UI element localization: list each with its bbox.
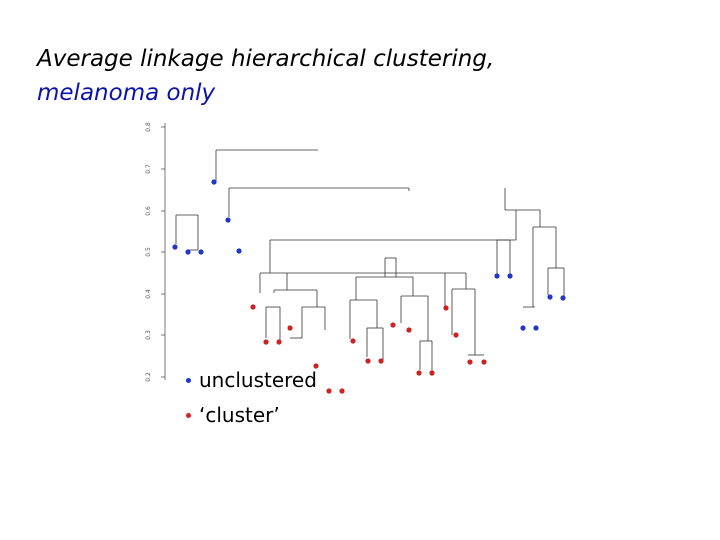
cluster-leaf bbox=[467, 359, 473, 365]
cluster-leaf bbox=[365, 358, 371, 364]
unclustered-leaf bbox=[547, 294, 553, 300]
y-axis-tick-label: 0.4 bbox=[145, 289, 152, 299]
cluster-leaf bbox=[313, 363, 319, 369]
unclustered-leaf bbox=[211, 179, 217, 185]
legend-unclustered-label: unclustered bbox=[199, 368, 317, 392]
cluster-marker-icon bbox=[186, 412, 191, 418]
legend-cluster-label: ‘cluster’ bbox=[199, 403, 280, 427]
unclustered-leaf bbox=[520, 325, 526, 331]
cluster-leaf bbox=[326, 388, 332, 394]
unclustered-leaf bbox=[533, 325, 539, 331]
unclustered-leaf bbox=[225, 217, 231, 223]
unclustered-leaf bbox=[185, 249, 191, 255]
cluster-leaf bbox=[481, 359, 487, 365]
cluster-leaf bbox=[350, 338, 356, 344]
cluster-leaf bbox=[443, 305, 449, 311]
y-axis-tick-label: 0.8 bbox=[145, 122, 152, 132]
legend-cluster: ‘cluster’ bbox=[186, 403, 280, 427]
y-axis-tick-label: 0.7 bbox=[145, 164, 152, 174]
y-axis-tick-label: 0.6 bbox=[145, 206, 152, 216]
cluster-leaf bbox=[453, 332, 459, 338]
cluster-leaf bbox=[416, 370, 422, 376]
unclustered-marker-icon bbox=[186, 377, 191, 383]
unclustered-leaf bbox=[507, 273, 513, 279]
unclustered-leaf bbox=[198, 249, 204, 255]
unclustered-leaf bbox=[236, 248, 242, 254]
unclustered-leaf bbox=[560, 295, 566, 301]
cluster-leaf bbox=[250, 304, 256, 310]
cluster-leaf bbox=[263, 339, 269, 345]
cluster-leaf bbox=[406, 327, 412, 333]
y-axis-tick-label: 0.3 bbox=[145, 330, 152, 340]
title-line-2: melanoma only bbox=[37, 80, 216, 106]
cluster-leaf bbox=[390, 322, 396, 328]
slide-title: Average linkage hierarchical clustering,… bbox=[37, 42, 494, 110]
cluster-leaf bbox=[287, 325, 293, 331]
cluster-leaf bbox=[276, 339, 282, 345]
title-line-1: Average linkage hierarchical clustering, bbox=[37, 46, 495, 72]
legend-unclustered: unclustered bbox=[186, 368, 317, 392]
unclustered-leaf bbox=[494, 273, 500, 279]
unclustered-leaf bbox=[172, 244, 178, 250]
cluster-leaf bbox=[429, 370, 435, 376]
cluster-leaf bbox=[339, 388, 345, 394]
y-axis-tick-label: 0.5 bbox=[145, 247, 152, 257]
y-axis-tick-label: 0.2 bbox=[145, 372, 152, 382]
cluster-leaf bbox=[378, 358, 384, 364]
